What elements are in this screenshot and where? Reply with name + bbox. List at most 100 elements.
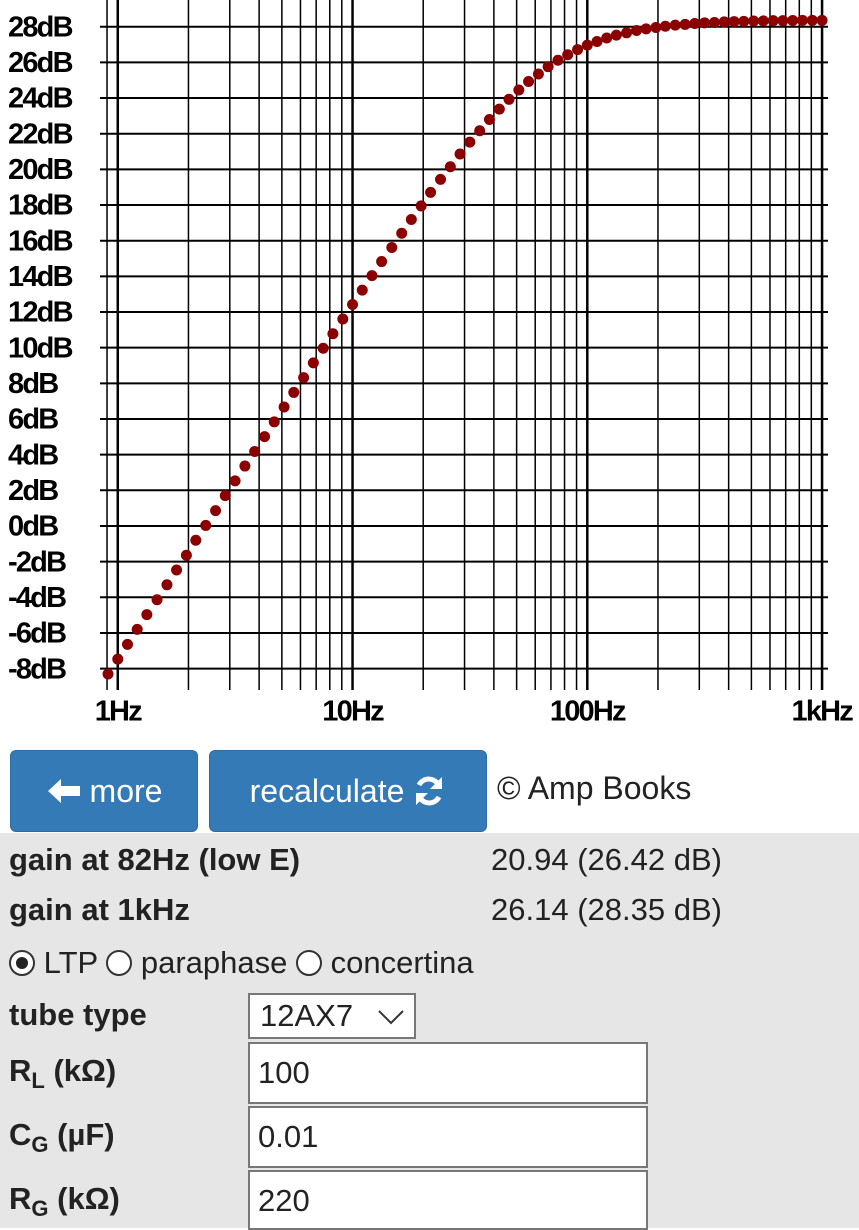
data-point	[572, 44, 584, 56]
data-point	[200, 519, 212, 531]
radio-label: concertina	[330, 945, 474, 980]
data-point	[141, 609, 153, 621]
data-point	[493, 103, 505, 115]
radio[interactable]	[296, 950, 323, 976]
chevron-icon	[378, 1010, 404, 1025]
data-point	[444, 161, 456, 173]
data-point	[337, 313, 349, 325]
arrow-left-icon	[47, 779, 80, 803]
y-tick-label: -8dB	[8, 653, 66, 685]
x-tick-label: 1kHz	[792, 696, 854, 728]
data-point	[503, 93, 515, 105]
y-tick-label: -6dB	[8, 618, 66, 650]
data-point	[151, 594, 163, 606]
more-button[interactable]: more	[10, 750, 198, 832]
symbol: R	[9, 1053, 32, 1088]
data-point	[777, 15, 789, 27]
data-point	[523, 75, 535, 87]
text-input[interactable]: 100	[248, 1042, 648, 1104]
data-point	[180, 549, 192, 561]
data-point	[161, 579, 173, 591]
more-label: more	[89, 772, 163, 809]
subscript: G	[31, 1132, 49, 1158]
data-point	[669, 19, 681, 31]
text-input[interactable]: 0.01	[248, 1106, 648, 1168]
data-point	[601, 32, 613, 44]
text-input[interactable]: 220	[248, 1170, 648, 1230]
data-point	[581, 39, 593, 51]
radio[interactable]	[106, 950, 133, 976]
recalculate-button[interactable]: recalculate	[209, 750, 487, 832]
data-point	[376, 256, 388, 268]
data-point	[562, 49, 574, 61]
data-point	[650, 21, 662, 33]
data-point	[757, 15, 769, 27]
data-point	[659, 20, 671, 32]
data-point	[591, 36, 603, 48]
data-point	[239, 460, 251, 472]
field-label: RG (kΩ)	[9, 1181, 120, 1222]
data-point	[249, 445, 261, 457]
data-point	[640, 23, 652, 35]
symbol: R	[9, 1181, 32, 1216]
result-value: 26.14 (28.35 dB)	[491, 892, 722, 927]
data-point	[787, 15, 799, 27]
y-tick-label: 4dB	[8, 439, 58, 471]
field-label: CG (µF)	[9, 1117, 115, 1158]
data-point	[386, 241, 398, 253]
data-point	[112, 653, 124, 665]
data-point	[483, 113, 495, 125]
data-point	[630, 24, 642, 36]
data-point	[552, 54, 564, 66]
y-tick-label: 0dB	[8, 511, 58, 543]
data-point	[425, 186, 437, 198]
data-point	[699, 17, 711, 29]
data-point	[288, 386, 300, 398]
y-tick-label: 18dB	[8, 190, 73, 222]
data-point	[679, 18, 691, 30]
symbol: C	[9, 1117, 32, 1152]
data-point	[278, 401, 290, 413]
y-tick-label: 16dB	[8, 225, 73, 257]
y-tick-label: 28dB	[8, 11, 73, 43]
field-label: tube type	[9, 997, 147, 1032]
data-point	[327, 328, 339, 340]
radio-label: LTP	[43, 945, 98, 980]
y-tick-label: 2dB	[8, 475, 58, 507]
data-point	[767, 15, 779, 27]
radio[interactable]	[9, 950, 35, 976]
data-point	[708, 16, 720, 28]
data-point	[532, 68, 544, 80]
data-point	[513, 84, 525, 96]
data-point	[748, 15, 760, 27]
field-label: RL (kΩ)	[9, 1053, 116, 1094]
data-point	[816, 14, 828, 26]
data-point	[219, 490, 231, 502]
data-point	[464, 136, 476, 148]
data-point	[317, 342, 329, 354]
recalculate-label: recalculate	[249, 772, 405, 809]
unit: (kΩ)	[53, 1053, 117, 1088]
refresh-icon	[416, 776, 443, 806]
data-point	[796, 14, 808, 26]
data-point	[454, 148, 466, 160]
select-value: 12AX7	[260, 998, 354, 1033]
data-point	[259, 431, 271, 443]
y-tick-label: -4dB	[8, 582, 66, 614]
y-tick-label: -2dB	[8, 546, 66, 578]
y-tick-label: 26dB	[8, 47, 73, 79]
tube-select[interactable]: 12AX7	[248, 993, 416, 1039]
data-point	[268, 416, 280, 428]
data-point	[689, 18, 701, 30]
data-point	[435, 173, 447, 185]
data-point	[474, 125, 486, 137]
x-tick-label: 10Hz	[322, 696, 384, 728]
data-point	[718, 16, 730, 28]
data-point	[366, 270, 378, 282]
data-point	[307, 357, 319, 369]
y-tick-label: 20dB	[8, 154, 73, 186]
x-tick-label: 1Hz	[95, 696, 142, 728]
data-point	[121, 638, 133, 650]
